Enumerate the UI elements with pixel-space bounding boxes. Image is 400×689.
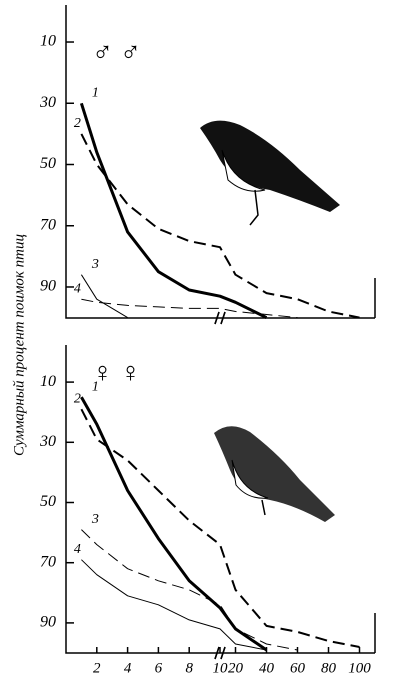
x-tick-label: 20	[228, 660, 244, 676]
bird-female	[214, 426, 335, 522]
y-tick-label: 10	[40, 33, 56, 50]
series-line	[81, 529, 298, 651]
series-label: 4	[74, 281, 81, 296]
series-line	[80, 408, 360, 648]
x-tick-label: 10	[213, 660, 229, 676]
series-line	[80, 133, 360, 319]
y-tick-label: 70	[40, 216, 56, 233]
series-line	[80, 274, 128, 319]
series-label: 3	[91, 512, 99, 527]
scale-break	[214, 311, 226, 325]
y-tick-label: 50	[40, 493, 56, 510]
x-tick-label: 60	[290, 660, 306, 676]
x-tick-label: 100	[348, 660, 371, 676]
axis-frame	[65, 345, 376, 654]
x-tick-label: 80	[321, 660, 337, 676]
x-tick-label: 8	[185, 660, 193, 676]
series-label: 2	[74, 116, 81, 131]
axis-frame	[65, 5, 376, 319]
series-line	[81, 298, 298, 319]
sex-symbol: ♀ ♀	[92, 357, 141, 388]
y-tick-label: 30	[39, 433, 56, 450]
series-line	[81, 559, 267, 651]
y-tick-label: 30	[39, 94, 56, 111]
series-label: 3	[91, 257, 99, 272]
y-tick-label: 50	[40, 155, 56, 172]
x-tick-label: 6	[155, 660, 163, 676]
series-label: 1	[92, 379, 99, 394]
sex-symbol: ♂ ♂	[92, 37, 141, 68]
x-tick-label: 2	[93, 660, 101, 676]
y-tick-label: 90	[40, 614, 56, 631]
scale-break	[214, 646, 226, 660]
series-line	[79, 102, 268, 319]
y-axis-label: Суммарный процент поимок птиц	[11, 234, 27, 456]
bird-male	[200, 120, 340, 226]
x-tick-label: 40	[259, 660, 275, 676]
y-tick-label: 10	[40, 373, 56, 390]
y-tick-label: 90	[40, 278, 56, 295]
series-label: 2	[74, 391, 81, 406]
x-tick-label: 4	[124, 660, 132, 676]
series-label: 1	[92, 85, 99, 100]
series-label: 4	[74, 542, 81, 557]
y-tick-label: 70	[40, 553, 56, 570]
